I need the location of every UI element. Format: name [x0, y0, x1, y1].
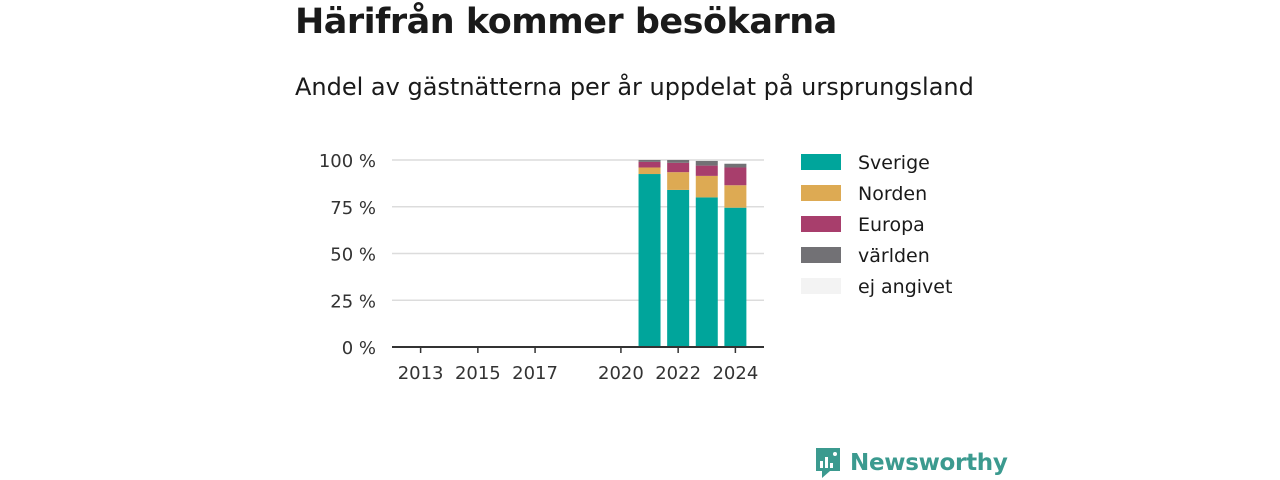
- bar-segment: [695, 165, 718, 176]
- legend-label: världen: [858, 245, 930, 267]
- y-tick-label: 100 %: [319, 151, 376, 172]
- legend-swatch: [801, 247, 841, 263]
- bar-segment: [695, 175, 718, 198]
- legend-label: ej angivet: [858, 276, 952, 298]
- chart-title: Härifrån kommer besökarna: [295, 2, 837, 42]
- legend-swatch: [801, 278, 841, 294]
- legend-swatch: [801, 216, 841, 232]
- brand-logo: Newsworthy: [814, 446, 1008, 480]
- x-tick-label: 2020: [598, 363, 644, 384]
- stacked-bar-chart: 0 % 25 % 50 % 75 % 100 % 2013 2015 2017 2020 2022…: [319, 151, 953, 384]
- y-tick-label: 75 %: [330, 198, 376, 219]
- bar-segment: [638, 167, 661, 175]
- legend-swatch: [801, 154, 841, 170]
- bar-segment: [667, 160, 690, 163]
- brand-name: Newsworthy: [850, 450, 1008, 476]
- bar-segment: [638, 174, 661, 347]
- legend-label: Europa: [858, 214, 925, 236]
- y-tick-label: 25 %: [330, 291, 376, 312]
- y-tick-label: 50 %: [330, 245, 376, 266]
- bar-segment: [724, 185, 747, 208]
- legend-swatch: [801, 185, 841, 201]
- x-tick-label: 2017: [512, 363, 558, 384]
- x-tick-label: 2022: [655, 363, 701, 384]
- x-tick-label: 2013: [398, 363, 444, 384]
- bar-segment: [638, 161, 661, 168]
- bar-segment: [667, 189, 690, 347]
- bar-segment: [695, 160, 718, 166]
- x-tick-label: 2015: [455, 363, 501, 384]
- bar-segment: [724, 163, 747, 168]
- bar-segment: [667, 172, 690, 190]
- legend-label: Norden: [858, 183, 927, 205]
- bar-segment: [695, 197, 718, 347]
- chart-subtitle: Andel av gästnätterna per år uppdelat på…: [295, 73, 974, 101]
- newsworthy-logo-icon: [816, 448, 840, 478]
- bar-segment: [724, 167, 747, 186]
- bar-segment: [638, 160, 661, 162]
- x-tick-label: 2024: [712, 363, 758, 384]
- bar-segment: [724, 207, 747, 347]
- y-tick-label: 0 %: [342, 338, 376, 359]
- bar-segment: [667, 162, 690, 173]
- legend-label: Sverige: [858, 152, 930, 174]
